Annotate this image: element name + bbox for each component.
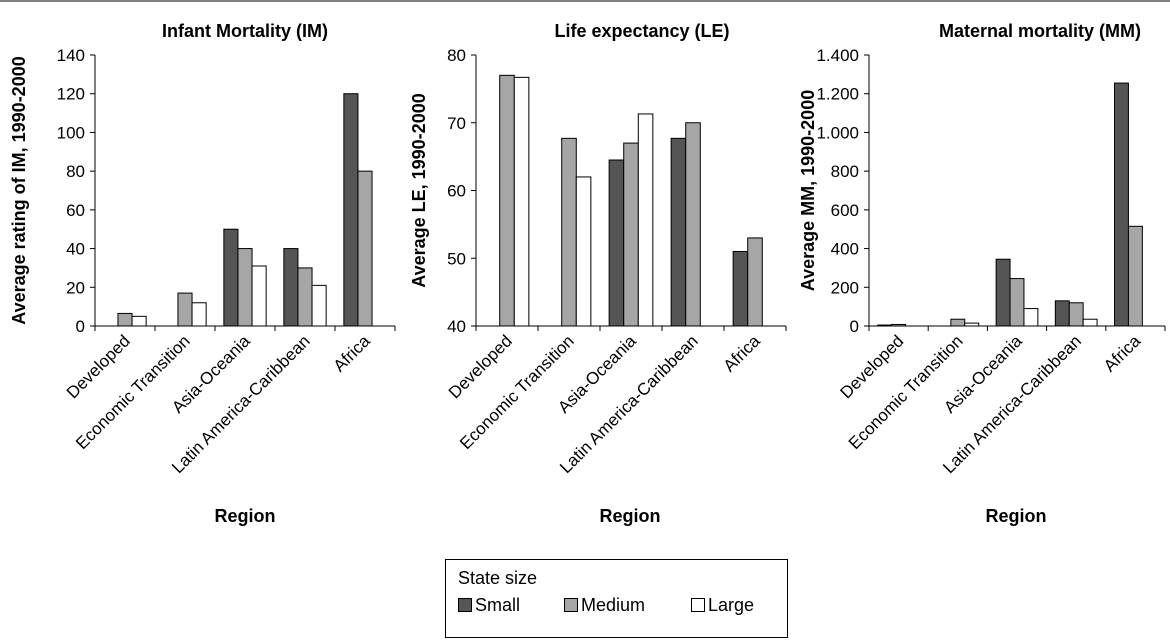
bar-le-small [732, 250, 749, 327]
bar-le-large [575, 176, 592, 327]
bar-mm-large [1023, 308, 1039, 327]
y-tick-label-im: 120 [57, 85, 85, 104]
y-tick-label-im: 20 [66, 278, 85, 297]
y-tick-label-im: 0 [76, 317, 85, 336]
y-axis-label-mm: Average MM, 1990-2000 [798, 90, 818, 291]
x-axis-label-le: Region [600, 506, 661, 526]
legend: State size Small Medium Large [445, 559, 788, 638]
chart-le: Life expectancy (LE) Average LE, 1990-200… [409, 21, 787, 526]
x-tick-label-im: Africa [330, 331, 375, 376]
y-tick-label-mm: 600 [831, 201, 859, 220]
legend-item-medium: Medium [564, 595, 645, 616]
bar-le-medium [685, 122, 701, 327]
chart-title-im: Infant Mortality (IM) [162, 21, 328, 41]
y-tick-label-le: 60 [447, 182, 466, 201]
bar-im-medium [177, 292, 193, 327]
bar-le-medium [623, 142, 639, 327]
y-tick-label-mm: 1.200 [816, 85, 859, 104]
legend-label-large: Large [708, 595, 755, 615]
y-tick-label-le: 40 [447, 317, 466, 336]
chart-mm: Maternal mortality (MM) Average MM, 1990-… [798, 21, 1166, 526]
legend-item-small: Small [458, 595, 520, 616]
bar-im-small [283, 248, 299, 327]
y-tick-label-im: 60 [66, 201, 85, 220]
x-axis-label-mm: Region [986, 506, 1047, 526]
legend-label-medium: Medium [581, 595, 646, 615]
bar-im-medium [237, 248, 253, 327]
bar-mm-large [1082, 318, 1098, 327]
x-tick-label-mm: Africa [1100, 331, 1145, 376]
bar-mm-medium [1068, 302, 1084, 327]
chart-title-mm: Maternal mortality (MM) [939, 21, 1141, 41]
y-tick-label-mm: 0 [850, 317, 859, 336]
legend-swatch-medium [564, 598, 578, 612]
legend-swatch-small [458, 598, 472, 612]
y-tick-label-le: 70 [447, 114, 466, 133]
y-axis-label-le: Average LE, 1990-2000 [409, 93, 429, 287]
bar-le-small [608, 159, 625, 327]
x-axis-label-im: Region [215, 506, 276, 526]
chart-im: Infant Mortality (IM) Average rating of I… [9, 21, 396, 526]
y-tick-label-le: 50 [447, 249, 466, 268]
bar-le-small [670, 137, 687, 327]
bar-im-large [191, 302, 207, 327]
bar-mm-small [995, 258, 1011, 327]
y-tick-label-im: 100 [57, 123, 85, 142]
y-tick-label-mm: 800 [831, 162, 859, 181]
bar-mm-large [964, 322, 980, 327]
bar-mm-medium [1009, 278, 1025, 327]
y-tick-label-mm: 1.000 [816, 123, 859, 142]
bar-im-medium [357, 170, 373, 327]
y-tick-label-mm: 200 [831, 278, 859, 297]
x-tick-label-im: Economic Transition [72, 331, 194, 453]
legend-title: State size [458, 568, 538, 588]
y-tick-label-im: 80 [66, 162, 85, 181]
bar-im-large [131, 315, 147, 327]
y-tick-label-im: 140 [57, 46, 85, 65]
bar-im-small [223, 228, 239, 327]
bar-im-small [343, 93, 359, 327]
bar-mm-small [1054, 300, 1070, 327]
bar-mm-small [877, 324, 893, 327]
bar-le-medium [561, 137, 577, 327]
chart-title-le: Life expectancy (LE) [554, 21, 729, 41]
bar-le-large [513, 76, 530, 327]
y-axis-label-im: Average rating of IM, 1990-2000 [9, 56, 29, 324]
y-tick-label-mm: 1.400 [816, 46, 859, 65]
bar-mm-small [1114, 82, 1129, 327]
x-tick-label-le: Africa [720, 331, 765, 376]
x-tick-label-mm: Economic Transition [845, 331, 967, 453]
bar-mm-medium [1127, 225, 1143, 327]
bar-im-large [311, 284, 327, 327]
bar-mm-medium [950, 318, 966, 327]
bar-mm-medium [891, 323, 907, 327]
bar-im-medium [297, 267, 313, 327]
y-tick-label-le: 80 [447, 46, 466, 65]
bar-le-medium [499, 74, 515, 327]
legend-label-small: Small [475, 595, 521, 615]
y-tick-label-mm: 400 [831, 240, 859, 259]
bar-im-large [251, 265, 267, 327]
x-tick-label-le: Economic Transition [456, 331, 578, 453]
y-tick-label-im: 40 [66, 240, 85, 259]
bar-im-medium [117, 312, 133, 327]
legend-swatch-large [691, 598, 705, 612]
legend-item-large: Large [691, 595, 754, 616]
bar-le-large [637, 113, 654, 327]
bar-le-medium [747, 237, 763, 327]
